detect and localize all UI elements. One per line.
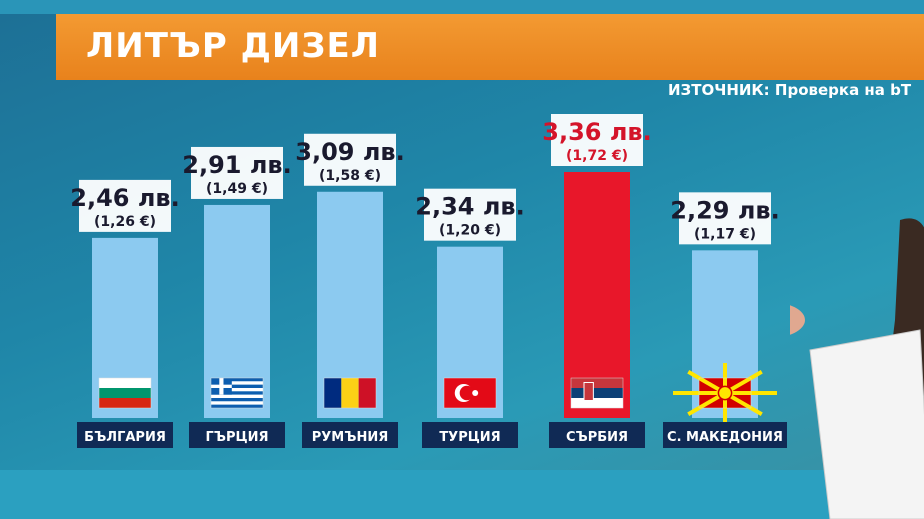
greece-flag-icon [210,377,264,409]
category-label-box [663,422,787,448]
euro-label: (1,20 €) [439,223,501,239]
presenter-image [790,218,924,519]
flag-band [571,378,623,388]
euro-label: (1,72 €) [566,148,628,164]
category-label-box [189,422,285,448]
value-label: 2,91 лв. [182,151,291,179]
flag-band [99,388,151,398]
flag-crescent-cut [459,385,475,401]
value-label-box [679,192,771,245]
category-label: РУМЪНИЯ [312,430,388,445]
euro-label: (1,49 €) [206,181,268,197]
flag-band [99,378,151,388]
value-label-box [79,179,171,232]
value-label: 2,29 лв. [670,196,779,224]
category-label: СЪРБИЯ [566,430,628,445]
flag-sun [717,385,733,401]
flag-band [99,398,151,408]
flag-border [698,377,752,409]
flag-stripe [211,394,263,398]
category-label: С. МАКЕДОНИЯ [667,430,783,445]
flag-emblem [583,382,594,401]
value-label-box [191,146,283,199]
flag-border [210,377,264,409]
bar-5 [564,172,630,418]
flag-band [571,388,623,398]
romania-flag-icon [323,377,377,409]
value-label-box [304,133,396,186]
category-label: БЪЛГАРИЯ [84,430,166,445]
value-label: 3,09 лв. [295,138,404,166]
flag-border [323,377,377,409]
euro-label: (1,58 €) [319,168,381,184]
euro-label: (1,26 €) [94,214,156,230]
flag-border [98,377,152,409]
title-bar: ЛИТЪР ДИЗЕЛ [56,14,924,80]
value-label: 2,46 лв. [70,184,179,212]
flag-stripe [211,404,263,408]
category-label: ТУРЦИЯ [439,430,500,445]
source-label: ИЗТОЧНИК: Проверка на bT [668,81,912,99]
flag-cross [211,384,232,388]
flag-border [443,377,497,409]
top-strip [0,0,924,14]
flag-stripe [211,381,263,385]
flag-band [324,378,342,408]
value-label: 3,36 лв. [542,118,651,146]
flag-band [358,378,376,408]
flag-band [571,398,623,408]
flag-stripe [211,378,263,382]
bulgaria-flag-icon [98,377,152,409]
value-label-box [551,114,643,166]
flag-stripe [211,384,263,388]
serbia-flag-icon [570,377,624,409]
flag-star [472,390,479,396]
category-label-box [302,422,398,448]
flag-stripe [211,391,263,395]
flag-band [341,378,359,408]
category-label-box [422,422,518,448]
north-macedonia-flag-icon [673,363,777,423]
bottom-strip [0,470,924,519]
flag-stripe [211,398,263,402]
value-label: 2,34 лв. [415,193,524,221]
flag-stripe [211,401,263,405]
category-label-box [77,422,173,448]
chart-title: ЛИТЪР ДИЗЕЛ [86,26,380,66]
flag-stripe [211,388,263,392]
turkey-flag-icon [443,377,497,409]
value-label-box [424,188,516,241]
category-label: ГЪРЦИЯ [206,430,269,445]
category-label-box [549,422,645,448]
flag-border [570,377,624,409]
euro-label: (1,17 €) [694,226,756,242]
